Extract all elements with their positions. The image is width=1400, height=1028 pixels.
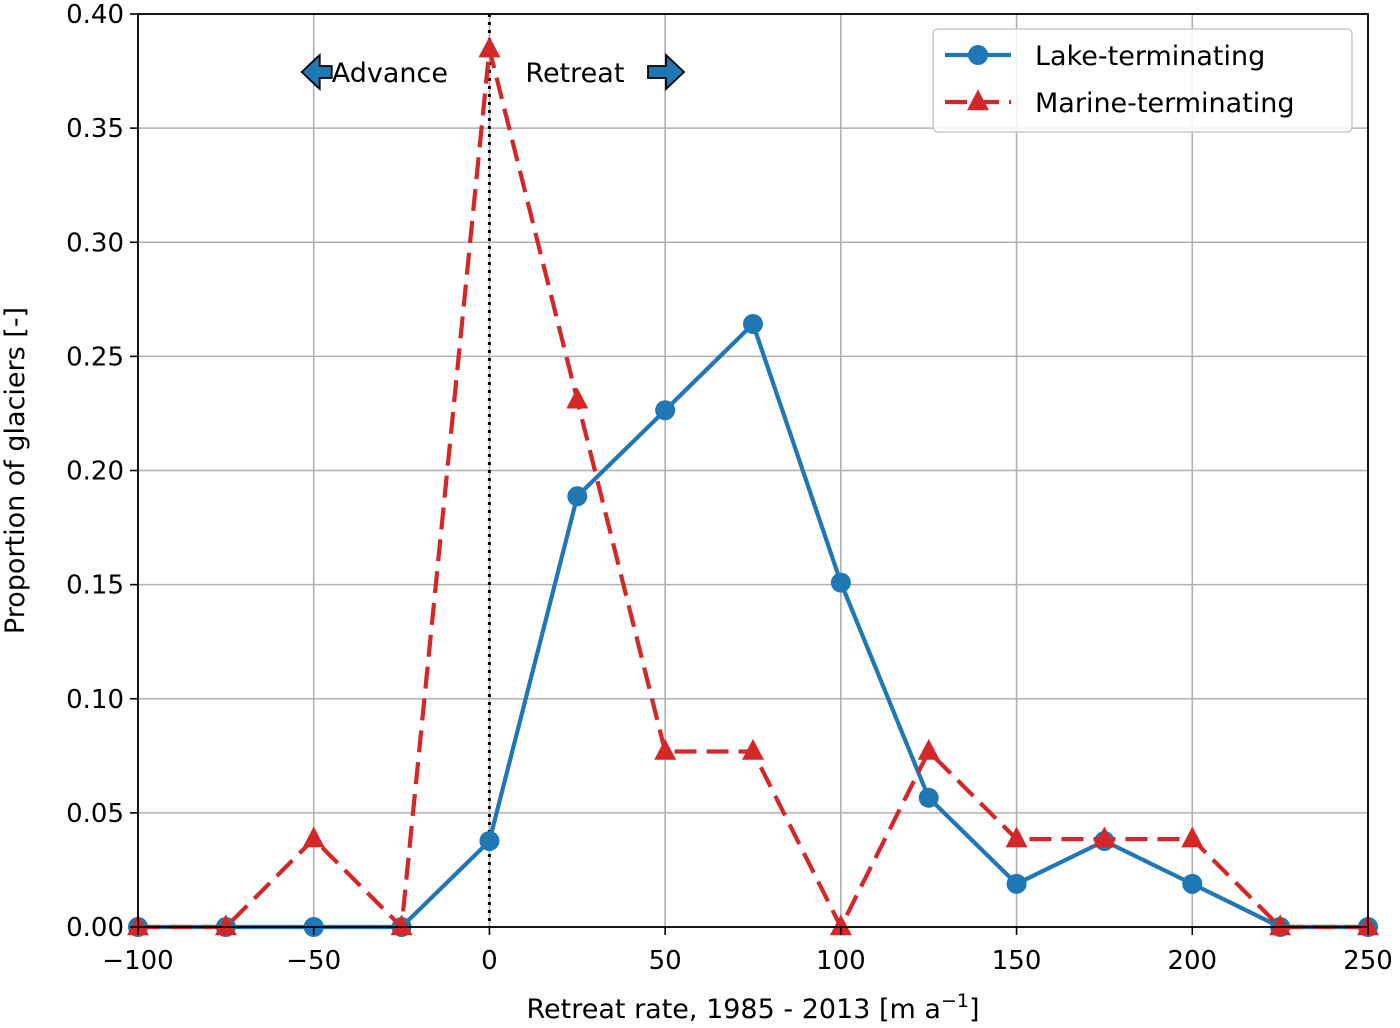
direction-annotations: Advance Retreat bbox=[300, 52, 686, 92]
data-point bbox=[1005, 826, 1028, 848]
advance-label: Advance bbox=[332, 58, 448, 89]
x-tick-label: 100 bbox=[816, 946, 866, 976]
legend-entry: Lake-terminating bbox=[945, 41, 1265, 72]
legend-label: Marine-terminating bbox=[1035, 88, 1295, 119]
data-point bbox=[830, 572, 851, 593]
data-point bbox=[1181, 826, 1204, 848]
x-tick-label: −100 bbox=[102, 946, 173, 976]
retreat-arrow bbox=[647, 52, 686, 92]
data-point bbox=[1182, 873, 1203, 894]
legend: Lake-terminating Marine-terminating bbox=[932, 28, 1353, 133]
advance-arrow bbox=[300, 52, 333, 92]
y-axis-ticks: 0.00 0.05 0.10 0.15 0.20 0.25 0.30 0.35 0.40 bbox=[66, 0, 138, 943]
data-point bbox=[1093, 826, 1116, 848]
x-axis-ticks: −100 −50 0 50 100 150 200 250 bbox=[102, 927, 1393, 976]
y-tick-label: 0.30 bbox=[66, 228, 124, 258]
data-point bbox=[478, 36, 501, 58]
retreat-label: Retreat bbox=[525, 58, 624, 89]
data-point bbox=[566, 387, 589, 409]
data-point bbox=[390, 914, 413, 936]
data-point bbox=[743, 313, 763, 334]
x-axis-title-superscript: −1 bbox=[941, 990, 969, 1012]
x-axis-title: Retreat rate, 1985 - 2013 [m a−1] bbox=[526, 990, 979, 1025]
data-point bbox=[829, 914, 852, 936]
legend-marker bbox=[968, 45, 988, 65]
x-tick-label: 50 bbox=[649, 946, 682, 976]
x-tick-label: 150 bbox=[992, 946, 1042, 976]
y-axis-title: Proportion of glaciers [-] bbox=[0, 307, 31, 634]
y-tick-label: 0.35 bbox=[66, 114, 124, 144]
data-point bbox=[479, 830, 500, 851]
data-point bbox=[567, 486, 588, 507]
x-tick-label: 200 bbox=[1167, 946, 1217, 976]
y-tick-label: 0.00 bbox=[66, 913, 124, 943]
data-point bbox=[1269, 914, 1292, 936]
data-point bbox=[654, 738, 677, 760]
y-tick-label: 0.40 bbox=[66, 0, 124, 30]
data-point bbox=[918, 787, 939, 808]
data-point bbox=[1006, 873, 1027, 894]
legend-marker bbox=[967, 89, 989, 111]
legend-box bbox=[932, 28, 1353, 133]
x-axis-title-end: ] bbox=[969, 994, 980, 1025]
y-tick-label: 0.15 bbox=[66, 571, 124, 601]
data-point bbox=[742, 738, 764, 760]
data-point bbox=[302, 826, 325, 848]
legend-entry: Marine-terminating bbox=[945, 88, 1295, 119]
data-point bbox=[214, 914, 237, 936]
x-axis-title-main: Retreat rate, 1985 - 2013 [m a bbox=[526, 994, 940, 1025]
x-tick-label: −50 bbox=[286, 946, 341, 976]
data-point bbox=[655, 400, 676, 421]
y-tick-label: 0.20 bbox=[66, 457, 124, 487]
x-tick-label: 0 bbox=[481, 946, 498, 976]
data-point bbox=[917, 738, 940, 760]
y-tick-label: 0.10 bbox=[66, 685, 124, 715]
legend-label: Lake-terminating bbox=[1035, 41, 1265, 72]
y-tick-label: 0.05 bbox=[66, 799, 124, 829]
y-tick-label: 0.25 bbox=[66, 342, 124, 372]
x-tick-label: 250 bbox=[1343, 946, 1393, 976]
